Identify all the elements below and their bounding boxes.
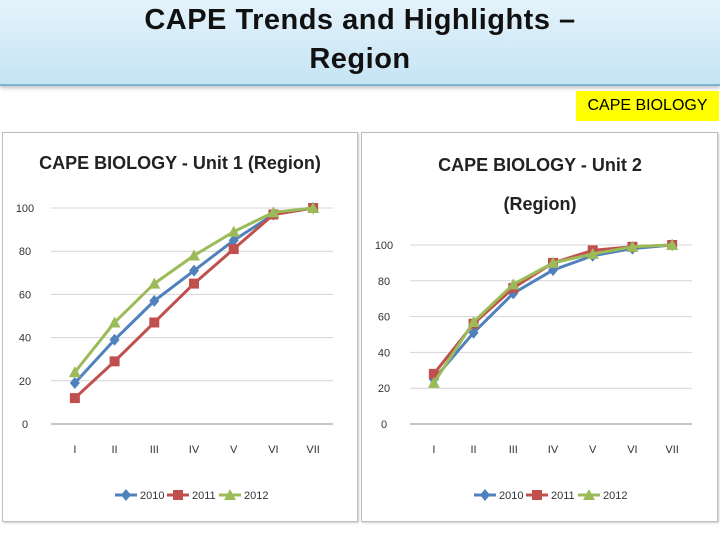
legend-label-2011: 2011 [551,490,575,502]
chart-panel-unit-2: CAPE BIOLOGY - Unit 2 (Region) 0 20 40 60 80 10… [361,132,718,522]
data-point-2012 [507,278,520,290]
y-tick-label: 20 [19,376,31,388]
x-tick-label: IV [548,444,559,456]
series-line-2011 [73,206,314,400]
data-point-2010 [228,234,239,247]
x-tick-label: III [509,444,518,456]
x-tick-label: II [112,444,118,456]
y-tick-label: 40 [378,347,390,359]
page-title-line-2: Region [309,43,411,75]
data-point-2012 [586,247,599,259]
y-tick-label: 0 [381,419,387,431]
x-tick-label: IV [189,444,200,456]
subject-badge: CAPE BIOLOGY [576,91,719,121]
legend-marker-2012 [224,489,236,500]
legend-marker-2010 [121,489,131,501]
y-tick-label: 20 [378,383,390,395]
chart-title-line: CAPE BIOLOGY - Unit 2 [438,155,642,175]
legend-label-2011: 2011 [192,490,216,502]
y-tick-label: 0 [22,419,28,431]
data-point-2012 [68,366,81,378]
data-point-2010 [468,326,479,339]
legend-marker-2010 [480,489,490,501]
chart-title-line: (Region) [504,194,577,214]
y-tick-label: 60 [19,289,31,301]
data-point-2012 [148,277,161,289]
legend-label-2010: 2010 [499,490,523,502]
chart-unit-1: CAPE BIOLOGY - Unit 1 (Region) 0 20 40 60 80 1… [16,153,333,502]
data-point-2011 [428,368,439,379]
data-point-2011 [69,393,80,404]
data-point-2010 [109,333,120,346]
y-tick-label: 100 [375,240,393,252]
data-point-2012 [666,239,679,250]
data-point-2012 [227,225,240,237]
legend-label-2012: 2012 [603,490,627,502]
x-tick-label: VI [268,444,278,456]
legend-label-2010: 2010 [140,490,164,502]
x-tick-label: VII [306,444,319,456]
x-tick-label: II [471,444,477,456]
data-point-2011 [149,317,160,328]
data-point-2012 [188,249,200,261]
chart-title-line: CAPE BIOLOGY - Unit 1 (Region) [39,153,321,173]
chart-panel-unit-1: CAPE BIOLOGY - Unit 1 (Region) 0 20 40 60 80 1… [2,132,358,522]
y-tick-label: 80 [19,246,31,258]
data-point-2010 [69,376,80,389]
data-point-2012 [467,315,480,327]
x-tick-label: I [432,444,435,456]
x-tick-label: I [73,444,76,456]
legend-marker-2012 [583,489,595,500]
x-tick-label: V [230,444,238,456]
data-point-2012 [547,256,559,268]
data-point-2010 [189,264,199,277]
data-point-2011 [228,244,239,255]
y-tick-label: 100 [16,203,34,215]
x-tick-label: III [150,444,159,456]
title-bar: CAPE Trends and Highlights – Region [0,0,720,86]
legend-label-2012: 2012 [244,490,268,502]
data-point-2012 [108,316,121,328]
data-point-2012 [626,240,639,252]
y-tick-label: 40 [19,333,31,345]
y-tick-label: 80 [378,276,390,288]
legend-marker-2011 [532,490,542,500]
data-point-2011 [109,356,120,367]
data-point-2012 [307,202,320,213]
data-point-2010 [149,294,160,307]
data-point-2011 [189,278,199,289]
page-title-line-1: CAPE Trends and Highlights – [144,4,576,36]
x-tick-label: VI [627,444,637,456]
y-tick-label: 60 [378,312,390,324]
data-point-2012 [427,376,440,388]
chart-unit-2: CAPE BIOLOGY - Unit 2 (Region) 0 20 40 60 80 10… [375,155,692,502]
x-tick-label: VII [665,444,678,456]
legend-marker-2011 [173,490,183,500]
data-point-2012 [267,206,280,218]
x-tick-label: V [589,444,597,456]
series-line-2012 [73,206,314,374]
